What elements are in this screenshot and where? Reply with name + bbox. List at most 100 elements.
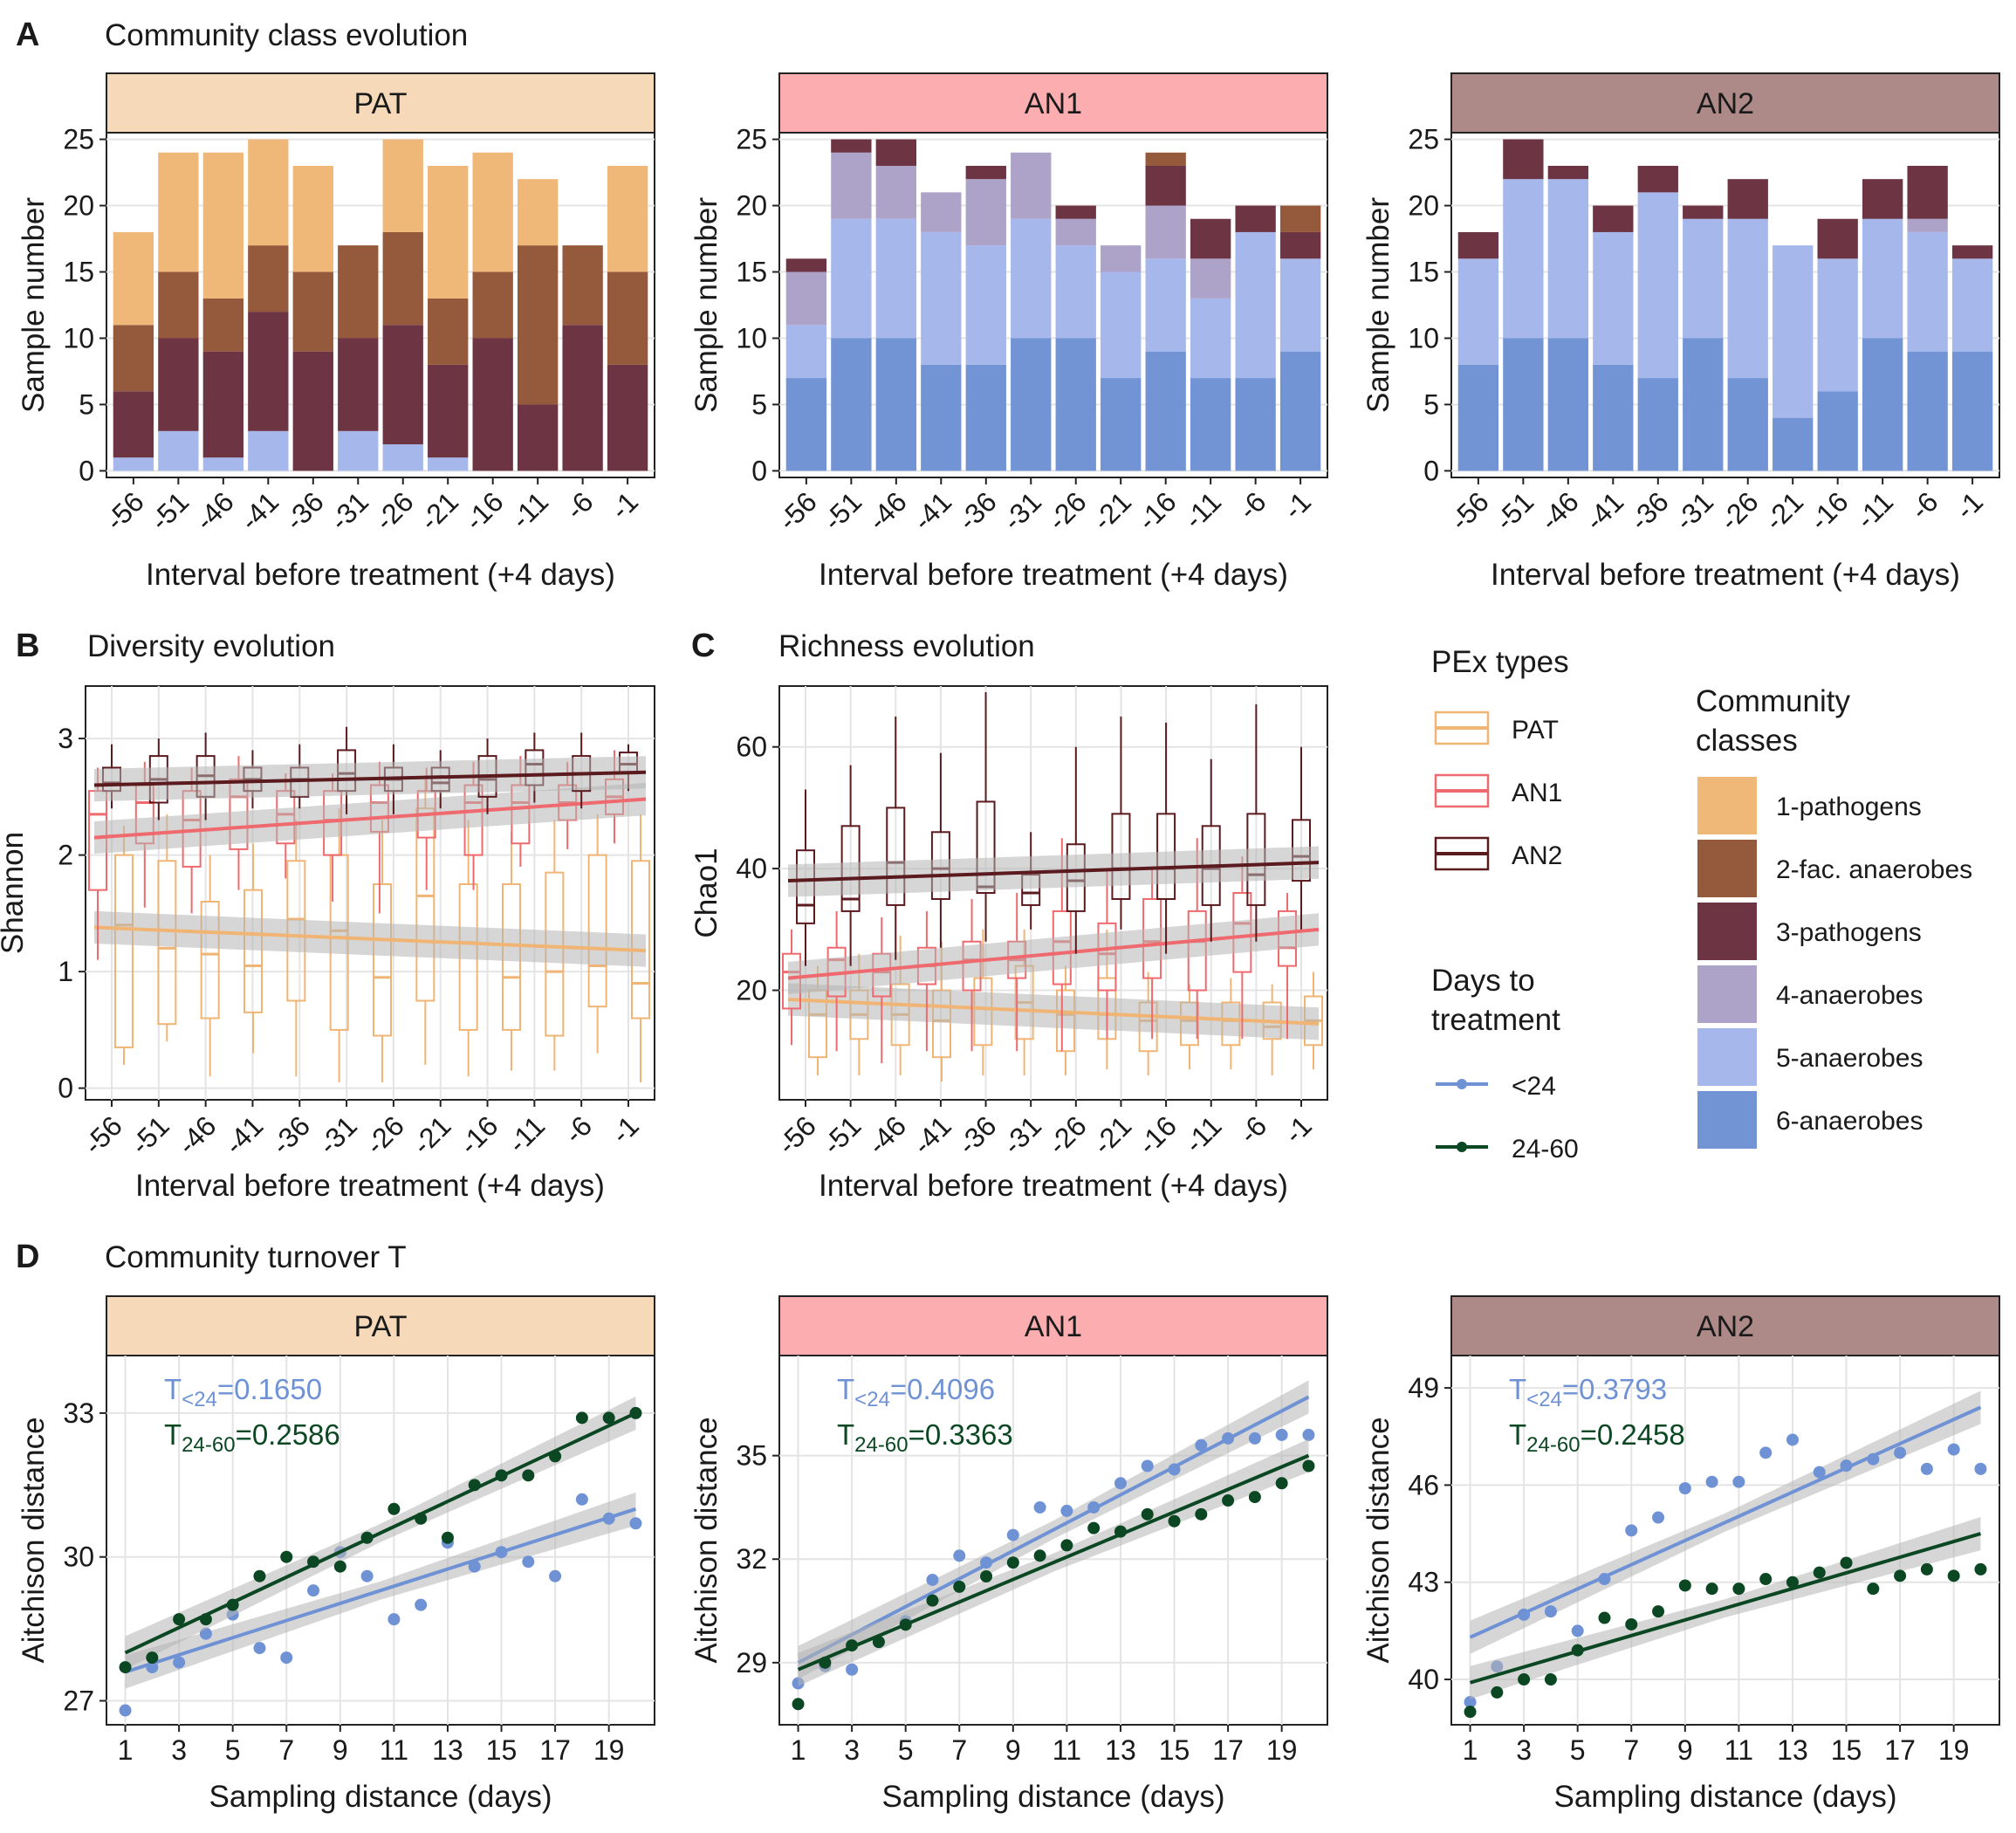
data-point bbox=[1732, 1582, 1745, 1596]
bar-segment bbox=[875, 165, 916, 219]
data-point bbox=[280, 1550, 293, 1563]
y-tick-label: 1 bbox=[58, 956, 73, 987]
bar-segment bbox=[1907, 351, 1948, 471]
x-tick-label: 19 bbox=[1266, 1734, 1298, 1766]
bar-segment bbox=[785, 271, 827, 326]
y-tick-label: 5 bbox=[79, 388, 94, 420]
y-tick-label: 10 bbox=[736, 322, 767, 354]
data-point bbox=[1302, 1428, 1315, 1441]
y-tick-label: 30 bbox=[63, 1541, 94, 1573]
x-tick-label: -51 bbox=[816, 1109, 867, 1160]
data-point bbox=[1974, 1562, 1987, 1576]
bar-segment bbox=[1279, 231, 1321, 259]
data-point bbox=[522, 1555, 535, 1569]
bar-segment bbox=[1279, 205, 1321, 232]
data-point bbox=[575, 1493, 588, 1506]
y-tick-label: 40 bbox=[1408, 1664, 1439, 1695]
fit-line bbox=[1469, 1405, 1982, 1639]
data-point bbox=[1786, 1433, 1799, 1446]
x-tick-label: -1 bbox=[1278, 1109, 1318, 1150]
facet-strip bbox=[778, 1295, 1328, 1356]
bar-segment bbox=[1817, 391, 1858, 471]
data-point bbox=[253, 1642, 266, 1655]
x-tick-label: -36 bbox=[952, 485, 1003, 536]
bar-segment bbox=[785, 325, 827, 379]
facet-strip bbox=[106, 72, 655, 134]
data-point bbox=[1786, 1576, 1799, 1589]
bar-segment bbox=[785, 258, 827, 272]
bar-segment bbox=[1190, 218, 1231, 259]
trend-line bbox=[93, 925, 647, 953]
bar-segment bbox=[158, 271, 199, 339]
bar-segment bbox=[1011, 152, 1052, 219]
bar-segment bbox=[1503, 139, 1544, 180]
y-axis-label: Aitchison distance bbox=[1361, 1417, 1395, 1663]
bar-segment bbox=[428, 298, 469, 365]
bar-segment bbox=[1101, 378, 1142, 471]
bar-segment bbox=[1727, 179, 1768, 219]
x-tick-label: -11 bbox=[505, 485, 554, 534]
x-tick-label: -6 bbox=[559, 485, 600, 525]
x-tick-label: 7 bbox=[278, 1734, 294, 1766]
data-point bbox=[1491, 1685, 1504, 1699]
x-tick-label: 3 bbox=[1516, 1734, 1532, 1766]
x-tick-label: -51 bbox=[1489, 485, 1539, 536]
bar-segment bbox=[1011, 338, 1052, 471]
bar-segment bbox=[1145, 258, 1186, 352]
data-point bbox=[602, 1411, 615, 1425]
data-point bbox=[1006, 1556, 1019, 1569]
facet-strip bbox=[1450, 1295, 2000, 1356]
bar-segment bbox=[202, 351, 243, 458]
y-tick-label: 35 bbox=[736, 1440, 767, 1472]
series-AN2 bbox=[787, 691, 1320, 966]
box-body bbox=[886, 807, 906, 906]
bar-segment bbox=[1101, 245, 1142, 272]
bar-segment bbox=[1637, 378, 1678, 471]
y-axis-label: Aitchison distance bbox=[689, 1417, 723, 1663]
bar-segment bbox=[518, 404, 559, 471]
bar-segment bbox=[875, 218, 916, 339]
legend: PEx types PAT AN1 AN2 Community classes 1-… bbox=[1431, 645, 1972, 1164]
data-point bbox=[119, 1661, 132, 1674]
series-24-60 bbox=[119, 1396, 642, 1674]
legend-label: 6-anaerobes bbox=[1776, 1107, 1923, 1136]
data-point bbox=[1571, 1644, 1584, 1657]
bar-segment bbox=[248, 312, 289, 431]
data-point bbox=[1222, 1494, 1235, 1507]
legend-label: AN1 bbox=[1512, 779, 1562, 807]
bar-segment bbox=[382, 444, 423, 471]
legend-point-swatch bbox=[1457, 1079, 1467, 1089]
bar-segment bbox=[1862, 179, 1903, 219]
data-point bbox=[629, 1517, 642, 1530]
x-tick-label: -31 bbox=[997, 1109, 1047, 1160]
trend-line bbox=[93, 797, 647, 840]
y-axis-label: Shannon bbox=[0, 832, 30, 954]
turnover-annotation: T<24=0.4096 bbox=[837, 1373, 995, 1411]
legend-class-title-1: Community bbox=[1696, 684, 1850, 718]
data-point bbox=[522, 1469, 535, 1482]
legend-label: 1-pathogens bbox=[1776, 793, 1922, 821]
x-tick-label: -56 bbox=[99, 485, 150, 536]
x-axis-label: Interval before treatment (+4 days) bbox=[1491, 558, 1960, 592]
facet-label: AN1 bbox=[1025, 1310, 1082, 1343]
y-tick-label: 3 bbox=[58, 723, 73, 754]
bar-segment bbox=[1951, 258, 1993, 352]
data-point bbox=[468, 1560, 481, 1573]
x-tick-label: 17 bbox=[539, 1734, 571, 1766]
bar-segment bbox=[562, 245, 603, 326]
x-tick-label: -56 bbox=[771, 1109, 822, 1160]
data-point bbox=[1464, 1696, 1477, 1709]
bar-segment bbox=[607, 364, 648, 471]
x-tick-label: 3 bbox=[844, 1734, 860, 1766]
annotation-subscript: <24 bbox=[182, 1388, 217, 1411]
annotation-value: =0.3793 bbox=[1562, 1373, 1667, 1405]
x-tick-label: -11 bbox=[1850, 485, 1899, 534]
data-point bbox=[146, 1661, 159, 1674]
data-point bbox=[1947, 1569, 1960, 1582]
bar-segment bbox=[382, 231, 423, 326]
bar-segment bbox=[202, 457, 243, 471]
trend-line bbox=[787, 927, 1320, 980]
x-tick-label: -41 bbox=[907, 1109, 957, 1160]
x-tick-label: 15 bbox=[486, 1734, 518, 1766]
panel-C-chart: 20 40 60 -56-51-46-41-36-31-26-21-16-11 -6 -1… bbox=[689, 685, 1328, 1203]
